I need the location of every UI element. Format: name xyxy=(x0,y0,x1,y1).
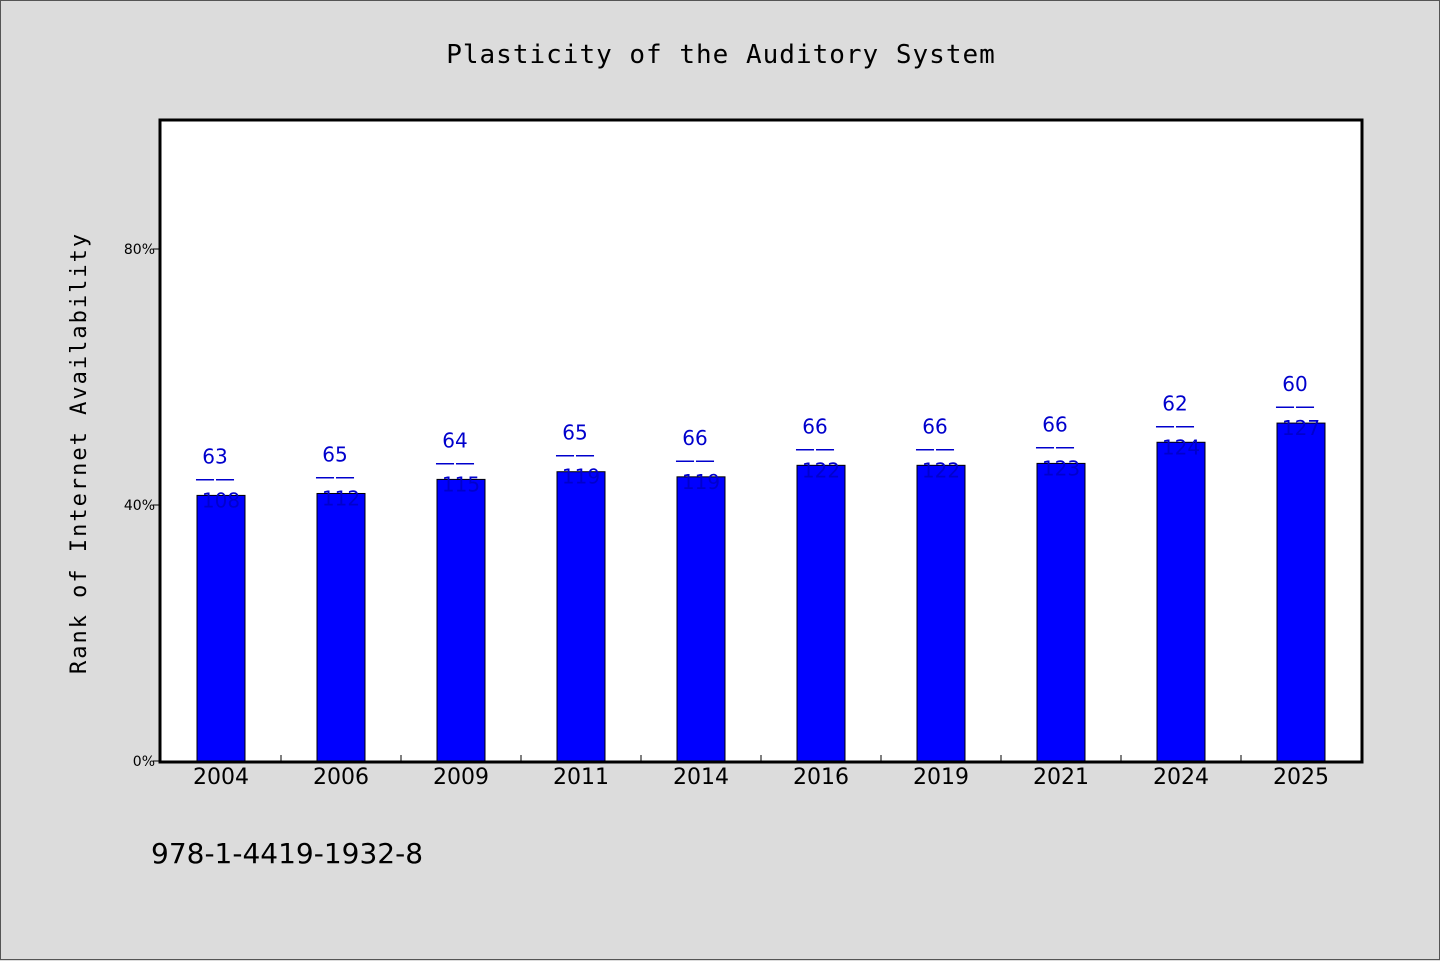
data-label-bottom: 124 xyxy=(1162,435,1200,459)
bar xyxy=(1036,462,1086,762)
data-label-separator: —— xyxy=(1275,394,1315,418)
bar xyxy=(796,464,846,762)
data-label-bottom: 127 xyxy=(1282,416,1320,440)
data-label-top: 66 xyxy=(922,414,947,438)
bar xyxy=(196,494,246,762)
data-label-separator: —— xyxy=(675,448,715,472)
data-label-top: 60 xyxy=(1282,372,1307,396)
x-tick-label: 2004 xyxy=(193,765,249,790)
data-label-separator: —— xyxy=(1155,413,1195,437)
isbn-text: 978-1-4419-1932-8 xyxy=(151,837,423,870)
data-label-separator: —— xyxy=(795,436,835,460)
x-tick-label: 2011 xyxy=(553,765,609,790)
x-tick-label: 2024 xyxy=(1153,765,1209,790)
y-tick-label: 0% xyxy=(133,754,155,770)
y-axis: 0% 40% 80% xyxy=(124,242,161,770)
x-tick-label: 2025 xyxy=(1273,765,1329,790)
data-label-top: 66 xyxy=(682,426,707,450)
data-label-bottom: 115 xyxy=(442,472,480,496)
y-axis-label: Rank of Internet Availability xyxy=(67,232,92,674)
y-tick-label: 40% xyxy=(124,498,155,514)
data-labels-group: 63——10865——11264——11565——11966——11966——1… xyxy=(195,372,1320,512)
bar xyxy=(316,492,366,762)
data-label-bottom: 122 xyxy=(922,458,960,482)
y-tick-label: 80% xyxy=(124,242,155,258)
x-tick-label: 2009 xyxy=(433,765,489,790)
data-label-separator: —— xyxy=(435,450,475,474)
data-label-bottom: 123 xyxy=(1042,456,1080,480)
data-label-separator: —— xyxy=(195,466,235,490)
bar xyxy=(1276,422,1326,762)
x-tick-label: 2006 xyxy=(313,765,369,790)
data-label-top: 65 xyxy=(322,442,347,466)
x-axis: 2004 2006 2009 2011 2014 2016 2019 2021 2024 2025 xyxy=(193,755,1329,790)
data-label-top: 65 xyxy=(562,421,587,445)
x-tick-label: 2019 xyxy=(913,765,969,790)
data-label-bottom: 119 xyxy=(682,470,720,494)
bar xyxy=(1156,441,1206,762)
data-label-bottom: 122 xyxy=(802,458,840,482)
data-label-separator: —— xyxy=(315,464,355,488)
bar xyxy=(676,476,726,762)
data-label-top: 64 xyxy=(442,428,467,452)
chart-title: Plasticity of the Auditory System xyxy=(446,40,996,70)
data-label-top: 66 xyxy=(1042,412,1067,436)
bars-group xyxy=(196,422,1326,762)
bar xyxy=(436,478,486,762)
x-tick-label: 2014 xyxy=(673,765,729,790)
x-tick-label: 2021 xyxy=(1033,765,1089,790)
bar xyxy=(556,471,606,762)
data-label-separator: —— xyxy=(1035,434,1075,458)
data-label-top: 66 xyxy=(802,414,827,438)
data-label-bottom: 112 xyxy=(322,486,360,510)
data-label-top: 63 xyxy=(202,444,227,468)
x-tick-label: 2016 xyxy=(793,765,849,790)
data-label-bottom: 119 xyxy=(562,465,600,489)
data-label-top: 62 xyxy=(1162,391,1187,415)
data-label-separator: —— xyxy=(555,443,595,467)
bar xyxy=(916,464,966,762)
data-label-separator: —— xyxy=(915,436,955,460)
data-label-bottom: 108 xyxy=(202,488,240,512)
